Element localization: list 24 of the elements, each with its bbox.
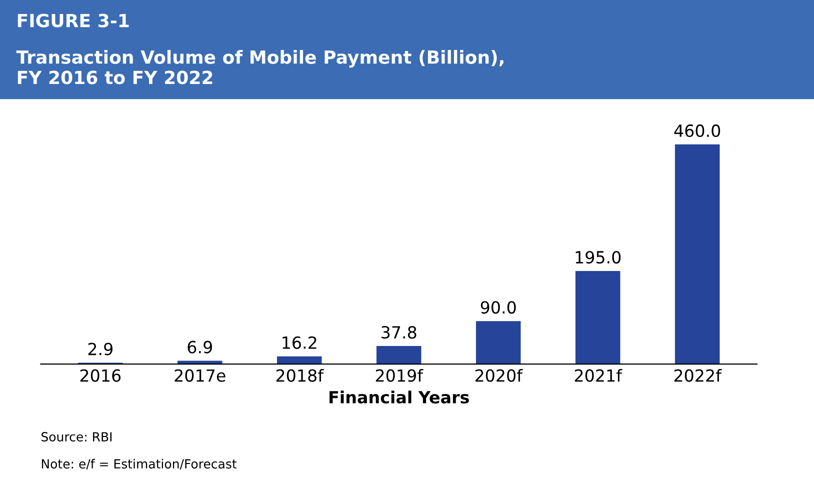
bar — [376, 346, 422, 364]
data-label: 6.9 — [188, 340, 212, 354]
x-tick-label: 2020f — [475, 368, 523, 382]
text: Note: e/f = Estimation/Forecast — [42, 458, 237, 470]
data-label: 460.0 — [674, 124, 720, 138]
bar — [674, 144, 720, 364]
data-label: 37.8 — [382, 326, 416, 339]
x-tick-label: 2016 — [80, 369, 121, 382]
data-label: 16.2 — [282, 336, 316, 349]
data-label: 195.0 — [576, 250, 621, 264]
bar — [476, 321, 521, 364]
data-label: 2.9 — [88, 342, 112, 356]
bar — [575, 270, 620, 364]
x-tick-label: 2019f — [376, 368, 424, 382]
bar — [276, 356, 322, 364]
data-label: 90.0 — [480, 301, 516, 314]
chart-title: FIGURE 3-1 — [18, 14, 129, 28]
x-tick-label: 2022f — [674, 368, 722, 382]
x-tick-label: 2017e — [174, 369, 226, 382]
chart-subtitle: Transaction Volume of Mobile Payment (Billion), FY 2016 to FY 2022 — [16, 50, 504, 84]
x-axis-title: Financial Years — [330, 390, 469, 404]
source-note: Source: RBI — [42, 432, 112, 442]
x-tick-label: 2018f — [276, 368, 324, 382]
x-tick-label: 2021f — [574, 368, 622, 382]
